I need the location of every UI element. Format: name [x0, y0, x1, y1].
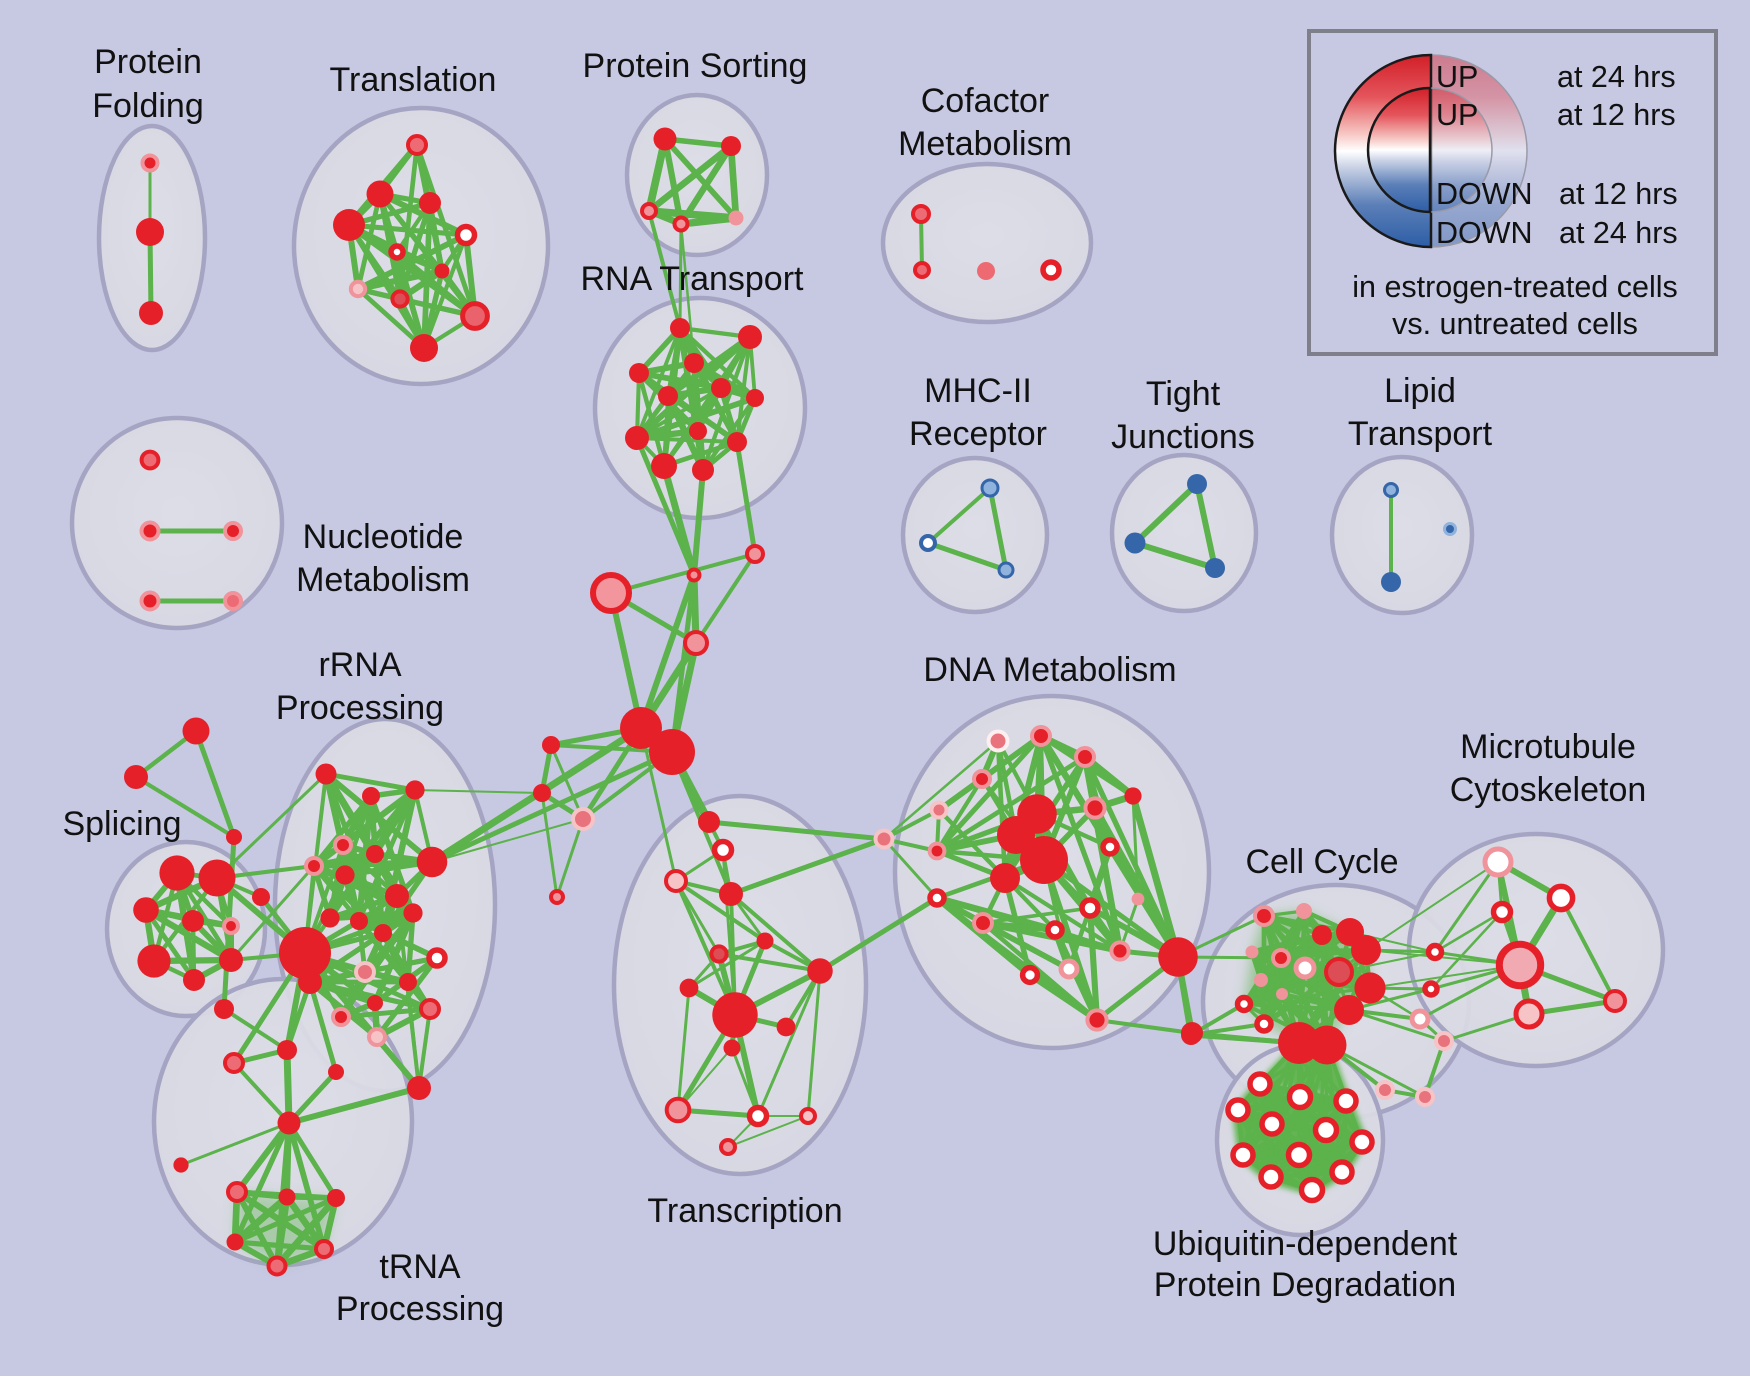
- svg-text:rRNA: rRNA: [318, 646, 401, 684]
- svg-text:tRNA: tRNA: [379, 1248, 461, 1286]
- svg-text:at 12 hrs: at 12 hrs: [1559, 177, 1678, 211]
- svg-text:Folding: Folding: [92, 87, 204, 125]
- svg-text:Cell Cycle: Cell Cycle: [1245, 843, 1398, 881]
- svg-text:Protein: Protein: [94, 43, 202, 81]
- svg-text:Junctions: Junctions: [1111, 418, 1255, 456]
- svg-text:Protein Degradation: Protein Degradation: [1154, 1266, 1456, 1304]
- svg-text:Lipid: Lipid: [1384, 372, 1456, 410]
- svg-text:Metabolism: Metabolism: [898, 125, 1072, 163]
- svg-text:Processing: Processing: [276, 689, 444, 727]
- svg-text:vs. untreated cells: vs. untreated cells: [1392, 307, 1638, 341]
- svg-text:at 12 hrs: at 12 hrs: [1557, 98, 1676, 132]
- svg-text:in estrogen-treated cells: in estrogen-treated cells: [1352, 270, 1678, 304]
- svg-text:MHC-II: MHC-II: [924, 372, 1032, 410]
- svg-text:at 24 hrs: at 24 hrs: [1559, 216, 1678, 250]
- svg-text:at 24 hrs: at 24 hrs: [1557, 60, 1676, 94]
- svg-text:Microtubule: Microtubule: [1460, 728, 1636, 766]
- svg-text:Splicing: Splicing: [62, 805, 181, 843]
- svg-text:UP: UP: [1436, 60, 1478, 94]
- svg-text:Processing: Processing: [336, 1290, 504, 1328]
- svg-text:Cytoskeleton: Cytoskeleton: [1450, 771, 1647, 809]
- svg-text:Protein Sorting: Protein Sorting: [583, 47, 808, 85]
- svg-text:Transport: Transport: [1348, 415, 1493, 453]
- svg-text:DOWN: DOWN: [1436, 177, 1533, 211]
- svg-text:DNA Metabolism: DNA Metabolism: [923, 651, 1176, 689]
- svg-text:RNA Transport: RNA Transport: [581, 260, 805, 298]
- svg-text:UP: UP: [1436, 98, 1478, 132]
- svg-text:Ubiquitin-dependent: Ubiquitin-dependent: [1153, 1225, 1458, 1263]
- svg-text:Metabolism: Metabolism: [296, 561, 470, 599]
- svg-text:Tight: Tight: [1146, 375, 1221, 413]
- svg-text:Translation: Translation: [330, 61, 497, 99]
- svg-text:Nucleotide: Nucleotide: [303, 518, 464, 556]
- svg-text:DOWN: DOWN: [1436, 216, 1533, 250]
- svg-text:Receptor: Receptor: [909, 415, 1047, 453]
- svg-text:Transcription: Transcription: [647, 1192, 842, 1230]
- svg-text:Cofactor: Cofactor: [921, 82, 1050, 120]
